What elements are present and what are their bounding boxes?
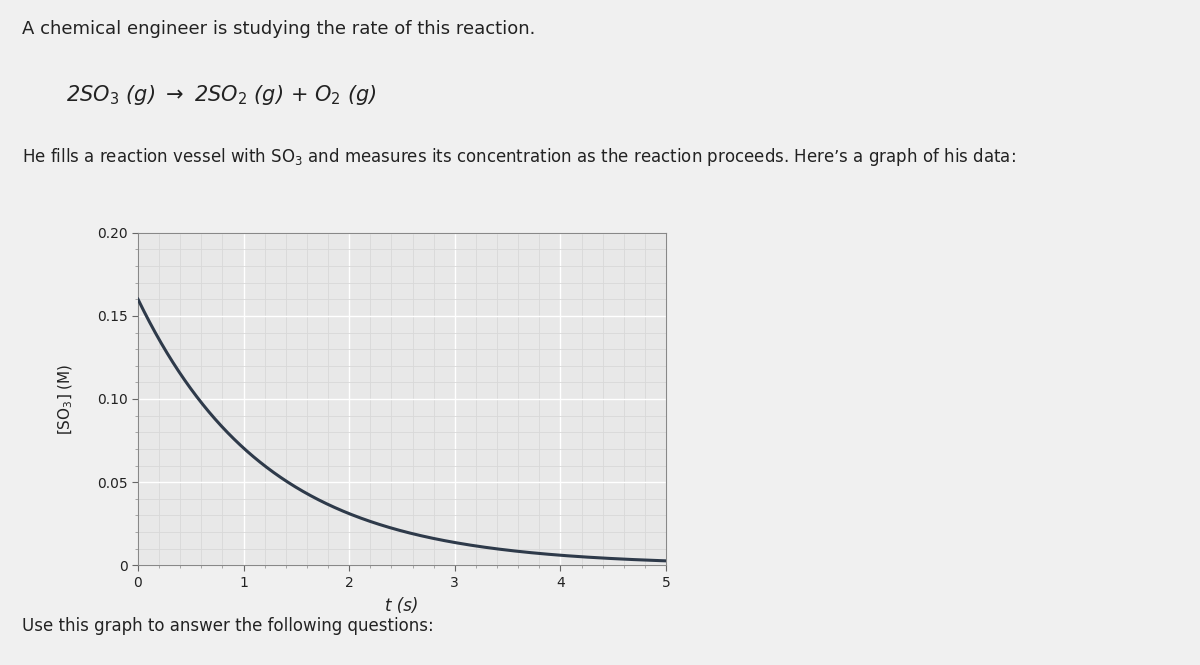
- Text: [SO$_3$] (M): [SO$_3$] (M): [56, 363, 76, 435]
- Text: A chemical engineer is studying the rate of this reaction.: A chemical engineer is studying the rate…: [22, 20, 535, 38]
- X-axis label: t (s): t (s): [385, 597, 419, 614]
- Text: He fills a reaction vessel with SO$_3$ and measures its concentration as the rea: He fills a reaction vessel with SO$_3$ a…: [22, 146, 1015, 168]
- Text: 2SO$_3$ (g) $\rightarrow$ 2SO$_2$ (g) + O$_2$ (g): 2SO$_3$ (g) $\rightarrow$ 2SO$_2$ (g) + …: [66, 83, 377, 107]
- Text: Use this graph to answer the following questions:: Use this graph to answer the following q…: [22, 617, 433, 635]
